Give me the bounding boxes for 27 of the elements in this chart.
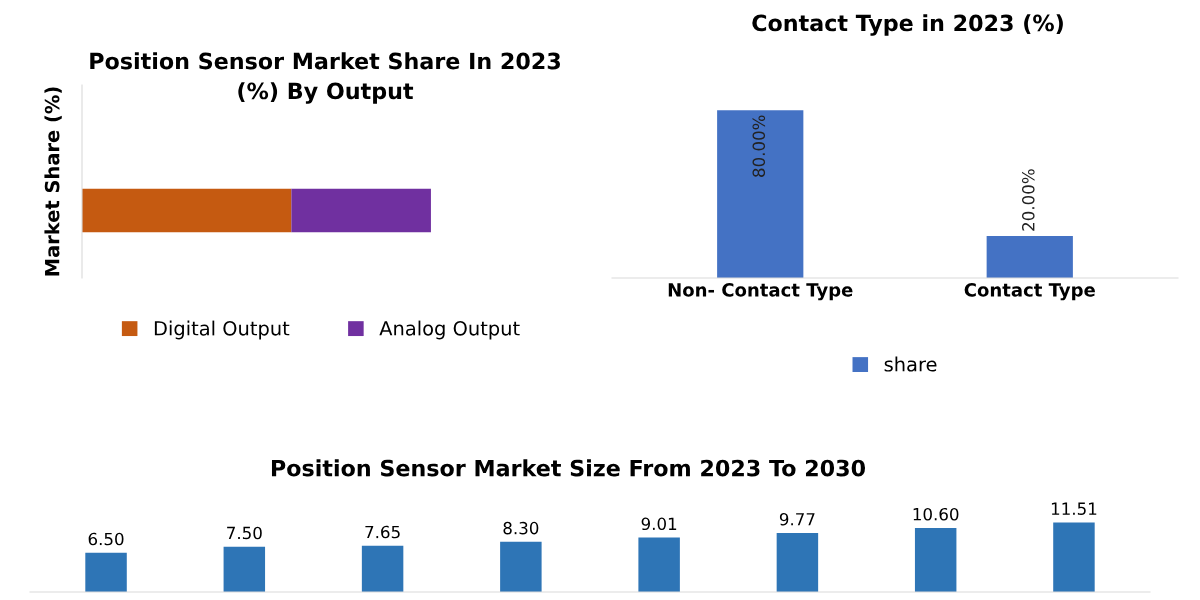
bar xyxy=(85,552,127,592)
chart-title: Position Sensor Market Size From 2023 To 2030 xyxy=(271,459,866,477)
bar xyxy=(1053,522,1095,592)
data-label: 80.00% xyxy=(752,115,766,177)
legend-label: share xyxy=(884,356,937,372)
data-label: 20.00% xyxy=(1021,169,1035,231)
bar xyxy=(223,546,266,592)
data-label: 10.60 xyxy=(913,507,959,521)
data-label: 6.50 xyxy=(88,532,124,546)
bar xyxy=(914,527,957,592)
y-axis-title: Market Share (%) xyxy=(44,87,62,276)
x-tick-label: Non- Contact Type xyxy=(668,283,853,301)
legend-label: Analog Output xyxy=(379,320,520,340)
data-label: 9.01 xyxy=(641,517,677,531)
bar xyxy=(361,545,404,592)
data-label: 9.77 xyxy=(779,512,815,526)
legend-label: Digital Output xyxy=(154,320,290,340)
bar xyxy=(776,532,819,592)
bar xyxy=(500,541,542,592)
chart-title: Position Sensor Market Share In 2023 (%) By Output xyxy=(90,52,560,104)
data-label: 7.50 xyxy=(227,526,262,540)
data-label: 7.65 xyxy=(365,525,400,539)
chart-title: Contact Type in 2023 (%) xyxy=(752,14,1063,36)
x-tick-label: Contact Type xyxy=(964,283,1095,301)
bar xyxy=(638,537,680,592)
data-label: 11.51 xyxy=(1051,502,1097,515)
data-label: 8.30 xyxy=(503,521,539,535)
